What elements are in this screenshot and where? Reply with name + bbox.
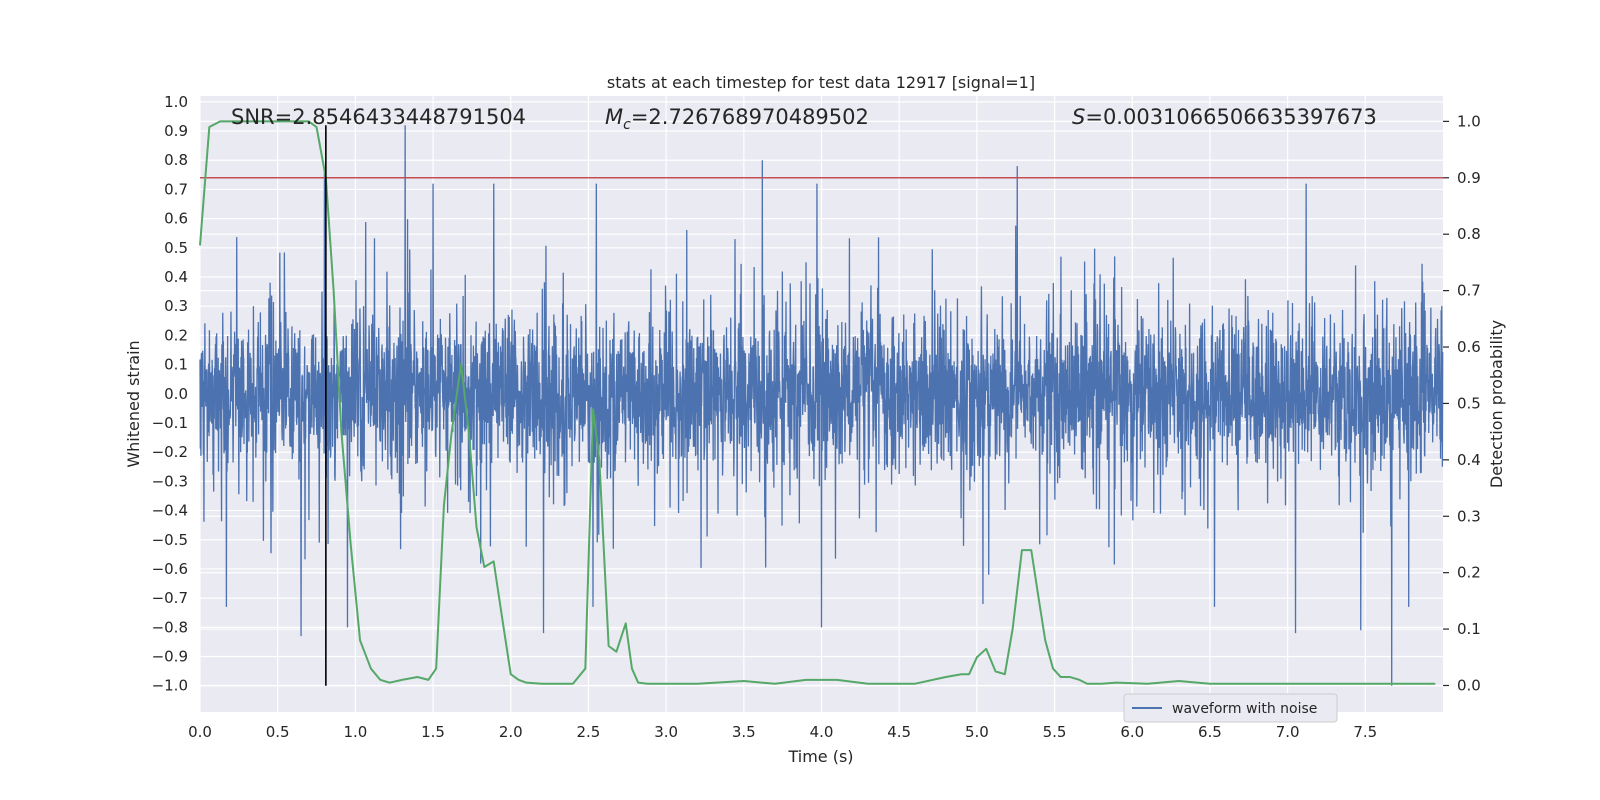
x-tick-label: 0.5 bbox=[266, 723, 290, 741]
waveform-series bbox=[199, 125, 1444, 686]
legend-label-waveform: waveform with noise bbox=[1172, 701, 1317, 717]
y-tick-label-left: −0.1 bbox=[152, 414, 188, 432]
x-tick-label: 0.0 bbox=[188, 723, 212, 741]
y-tick-label-right: 0.9 bbox=[1457, 169, 1481, 187]
x-tick-label: 7.0 bbox=[1276, 723, 1300, 741]
x-tick-label: 6.5 bbox=[1198, 723, 1222, 741]
y-tick-label-right: 0.2 bbox=[1457, 564, 1481, 582]
snr-value: =2.8546433448791504 bbox=[275, 105, 526, 129]
y-tick-label-left: −0.4 bbox=[152, 502, 188, 520]
x-axis-label: Time (s) bbox=[787, 747, 853, 766]
y-tick-label-left: −0.3 bbox=[152, 472, 188, 490]
x-tick-label: 3.5 bbox=[732, 723, 756, 741]
y-tick-label-left: 0.0 bbox=[164, 385, 188, 403]
y-tick-label-left: −0.7 bbox=[152, 589, 188, 607]
x-tick-label: 1.5 bbox=[421, 723, 445, 741]
mc-value: =2.726768970489502 bbox=[631, 105, 869, 129]
snr-annotation: SNR=2.8546433448791504 bbox=[231, 105, 526, 129]
y-tick-label-right: 0.5 bbox=[1457, 394, 1481, 412]
y-tick-label-right: 0.1 bbox=[1457, 620, 1481, 638]
y-tick-label-right: 0.6 bbox=[1457, 338, 1481, 356]
y-tick-label-left: −0.9 bbox=[152, 648, 188, 666]
y-tick-label-right: 0.7 bbox=[1457, 282, 1481, 300]
y-tick-label-left: 0.5 bbox=[164, 239, 188, 257]
y-tick-label-left: −0.2 bbox=[152, 443, 188, 461]
y-axis-label-left: Whitened strain bbox=[124, 340, 143, 467]
x-tick-label: 4.0 bbox=[810, 723, 834, 741]
s-value: =0.0031066506635397673 bbox=[1085, 105, 1377, 129]
x-tick-label: 2.5 bbox=[577, 723, 601, 741]
waveform-layer bbox=[199, 125, 1444, 686]
y-tick-label-left: 0.4 bbox=[164, 268, 188, 286]
y-tick-label-left: −0.8 bbox=[152, 618, 188, 636]
x-tick-label: 5.5 bbox=[1043, 723, 1067, 741]
y-tick-label-left: 0.3 bbox=[164, 297, 188, 315]
x-tick-label: 5.0 bbox=[965, 723, 989, 741]
y-tick-label-left: 0.6 bbox=[164, 210, 188, 228]
mc-annotation: Mc=2.726768970489502 bbox=[605, 105, 869, 133]
y-tick-label-left: 1.0 bbox=[164, 93, 188, 111]
y-tick-label-left: −0.6 bbox=[152, 560, 188, 578]
y-tick-label-left: 0.1 bbox=[164, 356, 188, 374]
y-tick-label-right: 1.0 bbox=[1457, 112, 1481, 130]
x-tick-label: 7.5 bbox=[1353, 723, 1377, 741]
y-tick-label-left: 0.2 bbox=[164, 326, 188, 344]
y-tick-label-left: 0.7 bbox=[164, 180, 188, 198]
y-tick-label-right: 0.4 bbox=[1457, 451, 1481, 469]
legend: waveform with noise bbox=[1123, 693, 1338, 723]
x-tick-label: 6.0 bbox=[1120, 723, 1144, 741]
mc-subscript: c bbox=[623, 117, 631, 133]
probability-layer bbox=[199, 120, 1443, 686]
s-symbol: S bbox=[1072, 105, 1085, 129]
x-tick-label: 1.0 bbox=[343, 723, 367, 741]
y-tick-label-left: 0.8 bbox=[164, 151, 188, 169]
y-tick-label-right: 0.3 bbox=[1457, 507, 1481, 525]
y-tick-label-left: −1.0 bbox=[152, 677, 188, 695]
legend-box bbox=[1123, 693, 1338, 723]
mc-symbol: M bbox=[605, 105, 623, 129]
y-tick-label-left: 0.9 bbox=[164, 122, 188, 140]
y-tick-label-left: −0.5 bbox=[152, 531, 188, 549]
s-annotation: S=0.0031066506635397673 bbox=[1072, 105, 1377, 129]
x-tick-label: 4.5 bbox=[887, 723, 911, 741]
tick-layer: 0.0 0.5 1.0 1.5 2.0 2.5 3.0 3.5 4.0 4.5 5.0 5.5 6.0 6… bbox=[152, 93, 1481, 741]
chart-title: stats at each timestep for test data 129… bbox=[607, 73, 1035, 92]
y-axis-label-right: Detection probability bbox=[1487, 320, 1506, 488]
x-tick-label: 2.0 bbox=[499, 723, 523, 741]
x-tick-label: 3.0 bbox=[654, 723, 678, 741]
y-tick-label-right: 0.0 bbox=[1457, 676, 1481, 694]
probability-series bbox=[199, 120, 1436, 685]
snr-symbol: SNR bbox=[231, 105, 275, 129]
y-tick-label-right: 0.8 bbox=[1457, 225, 1481, 243]
